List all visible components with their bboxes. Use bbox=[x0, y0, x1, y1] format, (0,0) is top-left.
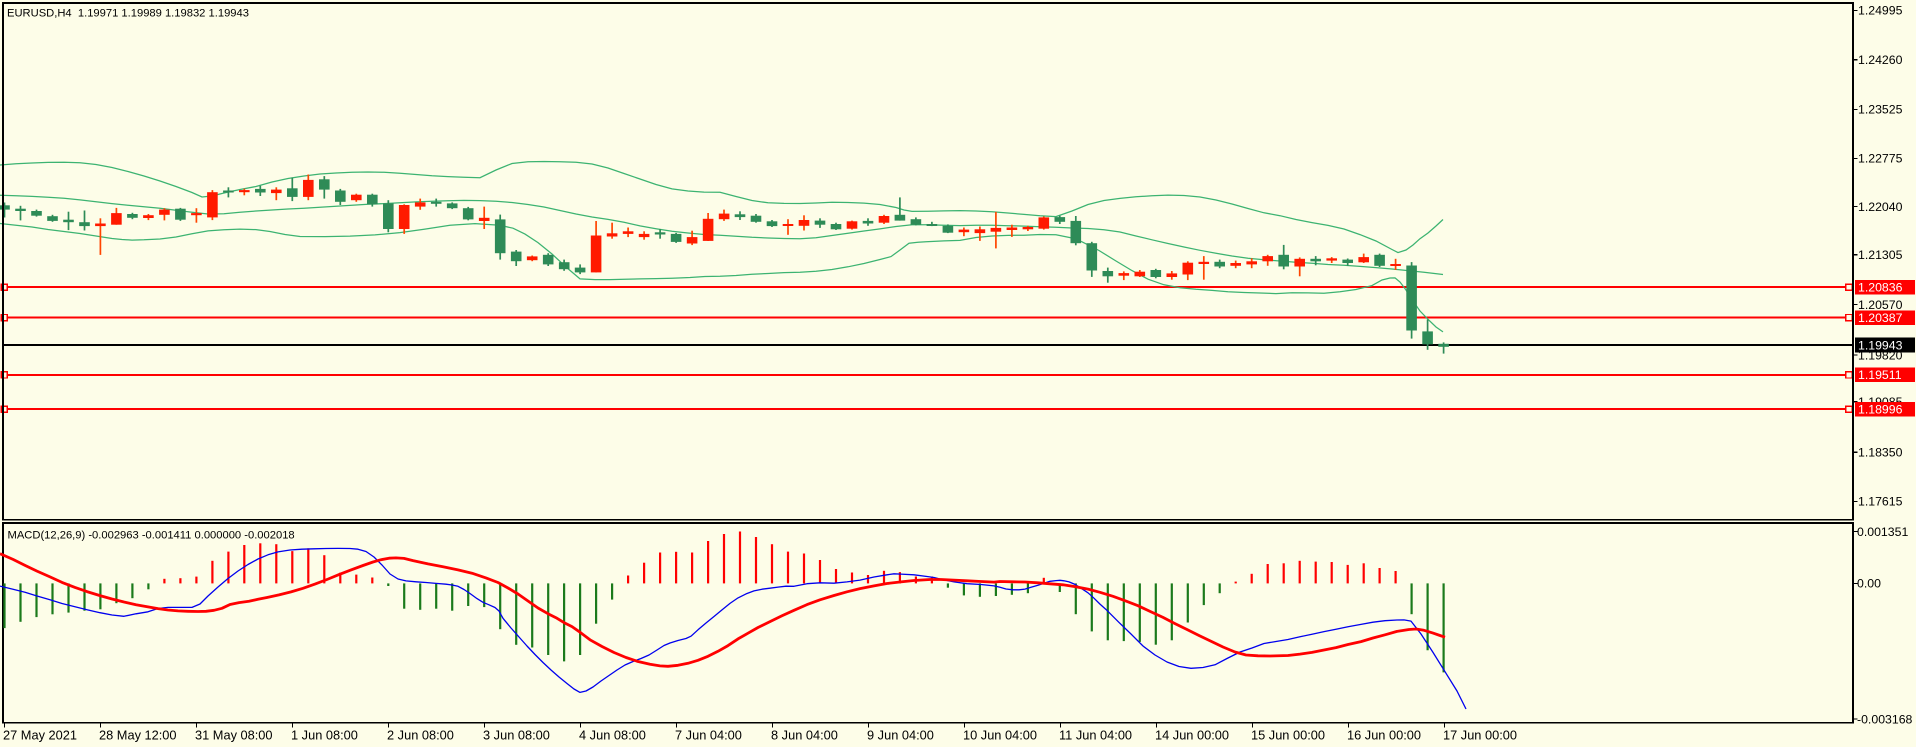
svg-text:14 Jun 00:00: 14 Jun 00:00 bbox=[1155, 728, 1229, 743]
svg-text:1.20570: 1.20570 bbox=[1858, 298, 1903, 312]
svg-text:1.18996: 1.18996 bbox=[1858, 403, 1903, 417]
svg-text:4 Jun 08:00: 4 Jun 08:00 bbox=[579, 728, 646, 743]
svg-text:7 Jun 04:00: 7 Jun 04:00 bbox=[675, 728, 742, 743]
svg-text:1 Jun 08:00: 1 Jun 08:00 bbox=[291, 728, 358, 743]
svg-text:8 Jun 04:00: 8 Jun 04:00 bbox=[771, 728, 838, 743]
svg-text:28 May 12:00: 28 May 12:00 bbox=[99, 728, 177, 743]
svg-text:9 Jun 04:00: 9 Jun 04:00 bbox=[867, 728, 934, 743]
svg-text:1.24260: 1.24260 bbox=[1858, 53, 1903, 67]
svg-text:1.20836: 1.20836 bbox=[1858, 281, 1903, 295]
svg-text:1.20387: 1.20387 bbox=[1858, 311, 1903, 325]
svg-text:MACD(12,26,9) -0.002963 -0.001: MACD(12,26,9) -0.002963 -0.001411 0.0000… bbox=[8, 530, 295, 542]
svg-text:3 Jun 08:00: 3 Jun 08:00 bbox=[483, 728, 550, 743]
svg-text:10 Jun 04:00: 10 Jun 04:00 bbox=[963, 728, 1037, 743]
svg-text:1.17615: 1.17615 bbox=[1858, 495, 1903, 509]
svg-text:0.00: 0.00 bbox=[1857, 577, 1881, 591]
svg-text:1.19511: 1.19511 bbox=[1858, 368, 1902, 382]
svg-text:1.22040: 1.22040 bbox=[1858, 200, 1903, 214]
svg-text:27 May 2021: 27 May 2021 bbox=[3, 728, 77, 743]
svg-text:1.19943: 1.19943 bbox=[1858, 338, 1903, 352]
svg-text:2 Jun 08:00: 2 Jun 08:00 bbox=[387, 728, 454, 743]
svg-text:1.18350: 1.18350 bbox=[1858, 446, 1903, 460]
svg-text:0.001351: 0.001351 bbox=[1857, 525, 1908, 539]
svg-text:1.22775: 1.22775 bbox=[1858, 152, 1903, 166]
svg-text:1.23525: 1.23525 bbox=[1858, 103, 1903, 117]
svg-text:15 Jun 00:00: 15 Jun 00:00 bbox=[1251, 728, 1325, 743]
svg-text:EURUSD,H4 1.19971 1.19989 1.1: EURUSD,H4 1.19971 1.19989 1.19832 1.1994… bbox=[7, 8, 249, 20]
svg-text:1.21305: 1.21305 bbox=[1858, 248, 1903, 262]
svg-text:31 May 08:00: 31 May 08:00 bbox=[195, 728, 273, 743]
svg-text:-0.003168: -0.003168 bbox=[1857, 712, 1913, 726]
svg-text:1.24995: 1.24995 bbox=[1858, 4, 1903, 18]
svg-text:11 Jun 04:00: 11 Jun 04:00 bbox=[1059, 728, 1132, 743]
svg-text:16 Jun 00:00: 16 Jun 00:00 bbox=[1347, 728, 1421, 743]
svg-text:17 Jun 00:00: 17 Jun 00:00 bbox=[1443, 728, 1517, 743]
